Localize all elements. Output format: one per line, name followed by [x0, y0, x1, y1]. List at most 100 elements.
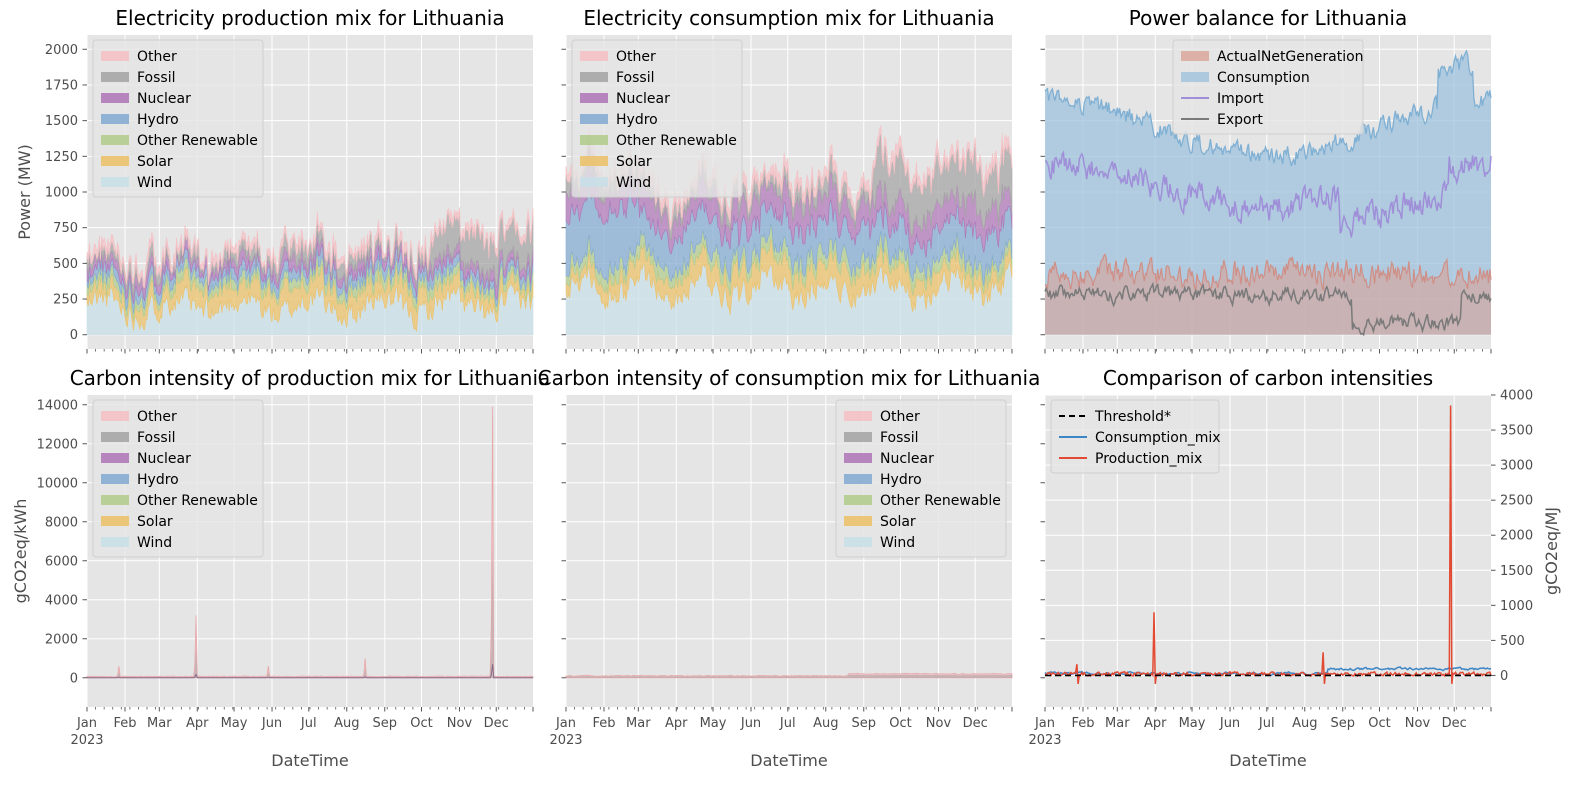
tick-label-y: 2000 [45, 43, 78, 58]
tick-label-x: Feb [1071, 716, 1094, 731]
legend-label: Other Renewable [137, 493, 258, 509]
tick-label-year: 2023 [70, 733, 103, 748]
legend-label: Fossil [616, 70, 655, 86]
chart-title: Electricity consumption mix for Lithuani… [583, 6, 994, 30]
x-axis-label: DateTime [271, 751, 348, 770]
chart-title: Power balance for Lithuania [1129, 6, 1407, 30]
legend-label: Threshold* [1094, 409, 1171, 425]
legend-swatch [844, 516, 872, 526]
tick-label-y: 4000 [45, 593, 78, 608]
area-fossil [566, 674, 1012, 678]
tick-label-x: Feb [592, 716, 615, 731]
legend-swatch [101, 537, 129, 547]
legend-box [92, 39, 264, 198]
legend-label: Consumption [1217, 70, 1310, 86]
tick-label-y: 10000 [37, 476, 78, 491]
tick-label-x: Jun [1219, 716, 1240, 731]
legend-swatch [101, 114, 129, 124]
legend-swatch [580, 135, 608, 145]
panel-consumption-mix: Electricity consumption mix for Lithuani… [561, 6, 1013, 354]
tick-label-y-right: 3500 [1500, 424, 1533, 439]
tick-label-y: 250 [53, 293, 78, 308]
line-import [1044, 150, 1492, 238]
legend: Other Fossil Nuclear Hydro Other Renewable So… [835, 399, 1007, 558]
tick-label-x: Nov [926, 716, 952, 731]
tick-label-y-right: 1500 [1500, 564, 1533, 579]
legend-swatch [580, 72, 608, 82]
legend-label: Solar [137, 514, 173, 530]
legend-swatch [1181, 72, 1209, 82]
tick-label-x: Aug [1292, 716, 1317, 731]
tick-label-y: 0 [70, 328, 78, 343]
legend-swatch [101, 156, 129, 166]
x-axis-label: DateTime [750, 751, 827, 770]
tick-label-x: Jul [1258, 716, 1275, 731]
legend-label: Solar [137, 154, 173, 170]
tick-label-y: 12000 [37, 437, 78, 452]
legend-swatch [844, 411, 872, 421]
tick-label-x: Apr [186, 716, 209, 731]
legend-swatch [580, 114, 608, 124]
legend-box [571, 39, 743, 198]
panel-ci-consumption: Jan Feb Mar Apr May Jun Jul Aug Sep Oct Nov Dec 2023… [538, 366, 1041, 770]
line-export [1044, 281, 1492, 337]
legend-swatch [101, 72, 129, 82]
legend-label: Fossil [137, 70, 176, 86]
tick-label-x: Jul [779, 716, 796, 731]
tick-label-x: Nov [447, 716, 473, 731]
tick-label-x: Mar [626, 716, 651, 731]
area-consumption [1045, 51, 1491, 335]
panel-power-balance: Power balance for Lithuania ActualNetGene… [1040, 6, 1492, 354]
panel-production-mix: 0 250 500 750 1000 1250 1500 1750 2000 Electricit… [15, 6, 534, 354]
tick-label-y: 1000 [45, 186, 78, 201]
legend-label: Fossil [137, 430, 176, 446]
legend-swatch [844, 537, 872, 547]
line-consumption [1044, 49, 1492, 167]
chart-title: Electricity production mix for Lithuania [115, 6, 504, 30]
tick-label-y-right: 1000 [1500, 599, 1533, 614]
legend-swatch [101, 516, 129, 526]
legend-swatch [844, 432, 872, 442]
tick-label-y: 1500 [45, 114, 78, 129]
legend-swatch [101, 177, 129, 187]
tick-label-y-right: 3000 [1500, 459, 1533, 474]
legend-label: Wind [880, 535, 915, 551]
legend-label: Wind [137, 535, 172, 551]
x-axis-label: DateTime [1229, 751, 1306, 770]
tick-label-x: Oct [889, 716, 911, 731]
legend-label: Nuclear [616, 91, 670, 107]
y-axis-label: Power (MW) [15, 144, 34, 240]
legend-swatch [101, 51, 129, 61]
legend-swatch [101, 432, 129, 442]
legend-label: Wind [137, 175, 172, 191]
legend-label: Import [1217, 91, 1264, 107]
tick-label-x: Mar [1105, 716, 1130, 731]
tick-label-x: Jan [555, 716, 576, 731]
tick-label-y-right: 500 [1500, 634, 1525, 649]
tick-label-y-right: 4000 [1500, 389, 1533, 404]
legend: Other Fossil Nuclear Hydro Other Renewable So… [571, 39, 743, 198]
tick-label-x: Aug [334, 716, 359, 731]
tick-label-x: Jul [300, 716, 317, 731]
legend-box [1172, 39, 1364, 135]
area-actualnetgeneration [1045, 254, 1491, 335]
legend-swatch [580, 177, 608, 187]
tick-label-x: Mar [147, 716, 172, 731]
legend-label: Other [616, 49, 656, 65]
tick-label-x: May [700, 716, 727, 731]
legend: Threshold* Consumption_mix Production_mix [1050, 399, 1221, 474]
tick-label-x: Sep [1330, 716, 1355, 731]
tick-label-x: Apr [665, 716, 688, 731]
tick-label-x: Sep [372, 716, 397, 731]
legend-label: Solar [880, 514, 916, 530]
tick-label-y: 0 [70, 671, 78, 686]
tick-label-y: 750 [53, 221, 78, 236]
tick-label-y: 1250 [45, 150, 78, 165]
legend-swatch [844, 495, 872, 505]
tick-label-x: Feb [113, 716, 136, 731]
tick-label-y-right: 0 [1500, 669, 1508, 684]
tick-label-x: Jan [1034, 716, 1055, 731]
legend-swatch [101, 93, 129, 103]
tick-label-y: 500 [53, 257, 78, 272]
y-axis-label-right: gCO2eq/MJ [1542, 507, 1561, 595]
